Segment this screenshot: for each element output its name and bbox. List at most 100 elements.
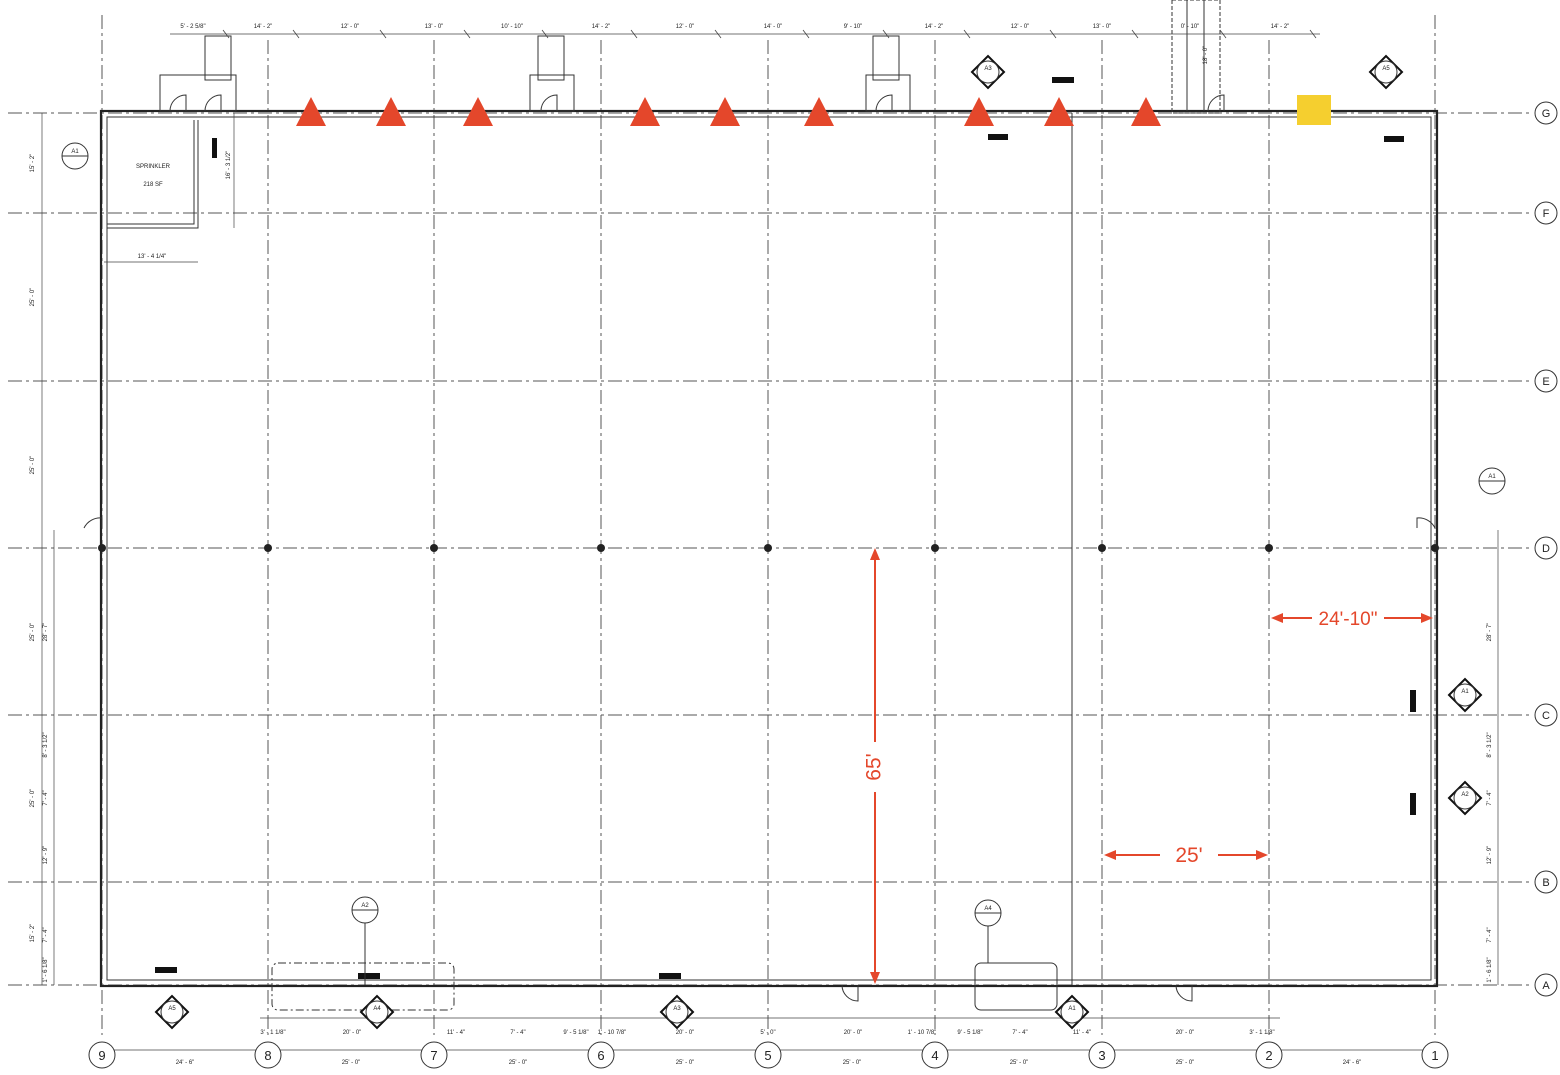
top-dim-label: 13' - 0" (1093, 24, 1112, 30)
top-dim-label: 10' - 10" (501, 24, 523, 30)
bottom-dim-inner: 7' - 4" (1012, 1030, 1027, 1036)
top-dim-label: 14' - 2" (925, 24, 944, 30)
yellow-marker (1297, 95, 1331, 125)
grid-label-column: 3 (1098, 1048, 1105, 1063)
bottom-dim-outer: 25' - 0" (843, 1060, 862, 1066)
dim-tick (882, 29, 890, 39)
grid-lines (8, 15, 1530, 1035)
grid-bubble-column (88, 1041, 116, 1069)
section-tag-circle (1060, 1000, 1084, 1024)
vent-marker (804, 97, 834, 126)
section-tag-label: A2 (1461, 792, 1469, 798)
dim-tick (379, 29, 387, 39)
left-dimensions: 15' - 2" 25' - 0" 25' - 0" 25' - 0" 25' - 0"… (30, 154, 49, 983)
grid-label-row: E (1542, 376, 1549, 388)
grid-bubble-column (1088, 1041, 1116, 1069)
top-vertical-dim: 18' - 0" (1203, 46, 1209, 65)
grid-bubble-row (1534, 369, 1558, 393)
bay-24-10-label: 24'-10" (1319, 609, 1378, 630)
section-tag-circle (1453, 683, 1477, 707)
section-tags: A1 A3 A5 A1 A1 A2 A2 A4 A5 A4 A3 A1 (61, 54, 1506, 1030)
dim-tick (1049, 29, 1057, 39)
grid-bubble-row (1534, 536, 1558, 560)
bottom-dim-inner: 3' - 1 1/8" (1249, 1030, 1274, 1036)
grid-label-column: 8 (264, 1048, 271, 1063)
vent-marker (1044, 97, 1074, 126)
bottom-dim-inner: 9' - 5 1/8" (563, 1030, 588, 1036)
grid-label-column: 9 (98, 1048, 105, 1063)
bottom-dim-inner: 1' - 10 7/8" (598, 1030, 627, 1036)
vent-marker (296, 97, 326, 126)
left-dim-outer: 25' - 0" (30, 288, 36, 307)
right-dim-label: 1' - 6 1/8" (1487, 957, 1493, 982)
section-tag-label: A4 (373, 1006, 381, 1012)
dim-tick (463, 29, 471, 39)
grid-bubble-row (1534, 870, 1558, 894)
bottom-dim-inner: 20' - 0" (1176, 1030, 1195, 1036)
dim-tick (630, 29, 638, 39)
grid-label-column: 2 (1265, 1048, 1272, 1063)
right-dim-label: 28' - 7" (1487, 623, 1493, 642)
bottom-dim-inner: 9' - 5 1/8" (957, 1030, 982, 1036)
section-tag-circle (1374, 60, 1398, 84)
grid-bubble-column (254, 1041, 282, 1069)
dim-tick (802, 29, 810, 39)
dim-tick (541, 29, 549, 39)
section-tag-label: A2 (361, 903, 369, 909)
dim-tick (222, 29, 230, 39)
top-dim-label: 14' - 2" (1271, 24, 1290, 30)
left-dim-inner: 8' - 3 1/2" (43, 732, 49, 757)
top-dimensions: 5' - 2 5/8" 14' - 2" 12' - 0" 13' - 0" 10' -… (180, 24, 1317, 39)
vent-marker (463, 97, 493, 126)
left-dim-inner: 12' - 9" (43, 846, 49, 865)
grid-bubbles: G F E D C B A 9 8 7 6 5 4 3 2 1 (88, 101, 1558, 1069)
right-dim-label: 7' - 4" (1487, 927, 1493, 942)
bay-25-label: 25' (1175, 844, 1202, 867)
right-dim-label: 12' - 9" (1487, 846, 1493, 865)
top-dim-label: 12' - 0" (1011, 24, 1030, 30)
section-tag-circle (665, 1000, 689, 1024)
left-dim-outer: 25' - 0" (30, 456, 36, 475)
grid-label-column: 1 (1431, 1048, 1438, 1063)
bottom-dimensions: 3' - 1 1/8" 20' - 0" 11' - 4" 7' - 4" 9' - 5… (176, 1030, 1362, 1066)
dim-tick (963, 29, 971, 39)
dim-tick (1309, 29, 1317, 39)
top-dim-label: 14' - 0" (764, 24, 783, 30)
section-tag-circle (1453, 786, 1477, 810)
section-tag-label: A3 (673, 1006, 681, 1012)
right-dim-label: 8' - 3 1/2" (1487, 732, 1493, 757)
left-dim-inner: 7' - 4" (43, 790, 49, 805)
section-bars (155, 77, 1416, 979)
room-width-dim: 13' - 4 1/4" (138, 254, 167, 260)
bottom-dim-inner: 3' - 1 1/8" (260, 1030, 285, 1036)
grid-bubble-row (1534, 973, 1558, 997)
bottom-dim-outer: 25' - 0" (1010, 1060, 1029, 1066)
section-tag-label: A1 (1461, 689, 1469, 695)
section-tag-circle (160, 1000, 184, 1024)
bottom-dim-outer: 25' - 0" (342, 1060, 361, 1066)
top-dim-label: 12' - 0" (676, 24, 695, 30)
grid-bubble-column (420, 1041, 448, 1069)
grid-bubble-row (1534, 703, 1558, 727)
bottom-dim-inner: 20' - 0" (844, 1030, 863, 1036)
left-dim-outer: 15' - 2" (30, 924, 36, 943)
vent-marker (710, 97, 740, 126)
top-dim-label: 14' - 2" (592, 24, 611, 30)
section-tag-label: A1 (1068, 1006, 1076, 1012)
bottom-dim-outer: 25' - 0" (509, 1060, 528, 1066)
right-dimensions: 28' - 7" 8' - 3 1/2" 7' - 4" 12' - 9" 7' - 4… (1487, 623, 1493, 983)
top-dim-label: 0' - 10" (1181, 24, 1200, 30)
top-dim-label: 13' - 0" (425, 24, 444, 30)
section-tag-label: A3 (984, 66, 992, 72)
grid-label-row: B (1542, 877, 1549, 889)
left-dim-inner: 7' - 4" (43, 927, 49, 942)
vent-marker (1131, 97, 1161, 126)
bottom-dim-inner: 11' - 4" (1073, 1030, 1091, 1036)
grid-bubble-column (754, 1041, 782, 1069)
bottom-dim-inner: 5' - 0" (760, 1030, 775, 1036)
section-tag-label: A5 (168, 1006, 176, 1012)
bottom-dim-inner: 11' - 4" (447, 1030, 465, 1036)
red-annotations: 65' 25' 24'-10" (860, 548, 1433, 984)
bottom-dim-inner: 1' - 10 7/8" (908, 1030, 937, 1036)
